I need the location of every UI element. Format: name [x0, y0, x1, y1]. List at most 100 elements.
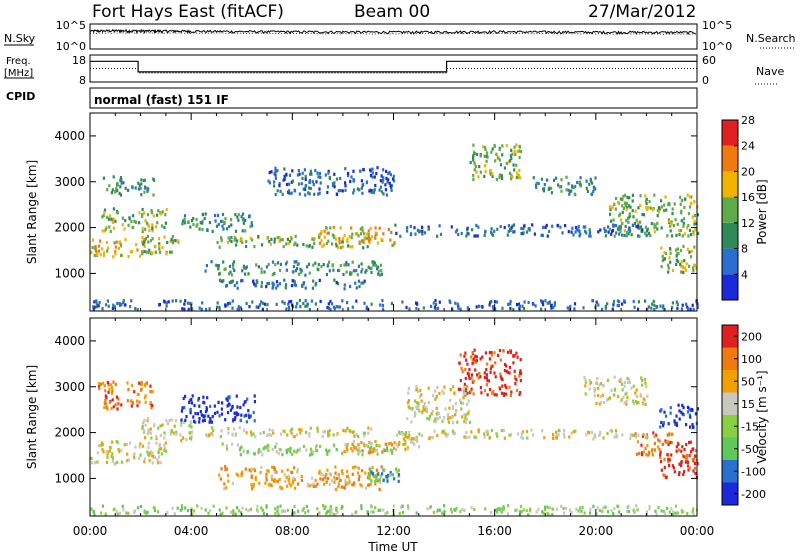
velocity-cell: [404, 434, 407, 439]
power-cell: [363, 232, 366, 236]
velocity-cell: [624, 392, 627, 396]
power-cell: [632, 299, 635, 304]
velocity-cell: [478, 371, 481, 375]
velocity-cell: [466, 385, 469, 389]
velocity-cell: [443, 509, 446, 514]
velocity-cell: [514, 508, 517, 512]
power-cell: [682, 270, 685, 275]
velocity-cell: [602, 436, 605, 440]
power-cell: [229, 270, 232, 274]
velocity-cell: [466, 362, 469, 366]
power-cell: [357, 279, 360, 283]
power-cell: [309, 172, 312, 176]
power-cell: [231, 279, 234, 283]
power-cell: [263, 270, 266, 274]
power-cell: [116, 211, 119, 215]
power-cell: [535, 181, 538, 185]
velocity-cell: [189, 421, 192, 425]
velocity-cell: [642, 397, 645, 401]
velocity-cell: [213, 404, 216, 408]
velocity-cell: [386, 449, 389, 453]
power-cell: [663, 250, 666, 255]
velocity-cell: [232, 512, 235, 516]
velocity-colorbar-swatch: [722, 415, 738, 438]
power-cell: [94, 248, 97, 252]
velocity-cell: [598, 383, 601, 387]
velocity-cell: [644, 402, 647, 406]
velocity-cell: [376, 452, 379, 456]
power-cell: [633, 305, 636, 309]
power-cell: [242, 217, 245, 221]
velocity-cell: [518, 392, 521, 396]
velocity-cell: [314, 478, 317, 482]
velocity-cell: [212, 504, 215, 508]
power-cell: [471, 228, 474, 232]
velocity-heatmap: [90, 348, 699, 517]
velocity-cell: [417, 405, 420, 409]
velocity-cell: [318, 511, 321, 515]
velocity-cell: [224, 465, 227, 469]
power-cell: [334, 242, 338, 246]
velocity-cell: [464, 413, 468, 417]
power-cell: [623, 299, 626, 303]
power-cell: [592, 185, 595, 189]
velocity-cell: [496, 434, 499, 438]
velocity-cell: [667, 422, 670, 426]
velocity-cell: [462, 401, 465, 405]
velocity-cell: [166, 422, 169, 426]
power-cell: [218, 245, 221, 249]
power-cell: [438, 224, 441, 228]
power-cell: [371, 235, 374, 239]
power-cell: [345, 260, 348, 265]
velocity-cell: [292, 511, 295, 515]
velocity-colorbar-swatch: [722, 437, 738, 460]
velocity-cell: [493, 371, 496, 375]
velocity-cell: [258, 447, 261, 452]
velocity-cell: [104, 402, 107, 406]
velocity-cell: [415, 511, 418, 515]
velocity-cell: [243, 428, 246, 432]
velocity-cell: [173, 512, 176, 516]
velocity-cell: [117, 447, 120, 452]
power-cell: [537, 181, 540, 186]
velocity-cell: [111, 440, 114, 444]
power-cell: [365, 268, 368, 273]
power-cell: [279, 189, 282, 193]
velocity-cell: [518, 371, 522, 375]
velocity-cell: [256, 504, 259, 508]
velocity-cell: [111, 452, 114, 456]
power-cell: [666, 234, 669, 238]
velocity-cell: [102, 450, 105, 454]
power-cell: [338, 236, 341, 241]
power-cell: [642, 213, 646, 217]
power-cell: [382, 168, 385, 172]
power-cell: [466, 231, 469, 236]
noise-axis-ticks: 10^510^010^510^0: [56, 19, 732, 53]
velocity-cell: [418, 432, 421, 436]
velocity-cell: [250, 433, 253, 437]
velocity-cell: [641, 434, 645, 438]
velocity-cell: [149, 400, 152, 405]
power-cell: [663, 307, 666, 312]
velocity-cell: [363, 434, 366, 438]
velocity-cell: [108, 387, 111, 391]
velocity-cell: [498, 349, 501, 353]
power-cell: [648, 199, 651, 204]
velocity-cell: [359, 483, 362, 487]
velocity-cell: [665, 440, 668, 444]
velocity-cell: [192, 509, 196, 513]
power-cell: [164, 221, 167, 225]
power-cell: [347, 244, 350, 248]
velocity-cell: [650, 449, 653, 454]
power-cell: [509, 154, 512, 158]
velocity-cell: [112, 405, 115, 409]
velocity-cell: [506, 350, 510, 354]
power-cell: [376, 267, 379, 271]
velocity-cell: [133, 456, 136, 460]
velocity-cell: [584, 378, 587, 382]
power-cell: [293, 260, 296, 264]
velocity-panel-frame: [89, 317, 698, 517]
power-cell: [104, 303, 108, 307]
power-cell: [171, 234, 174, 239]
velocity-ytick-label: 1000: [54, 471, 85, 485]
